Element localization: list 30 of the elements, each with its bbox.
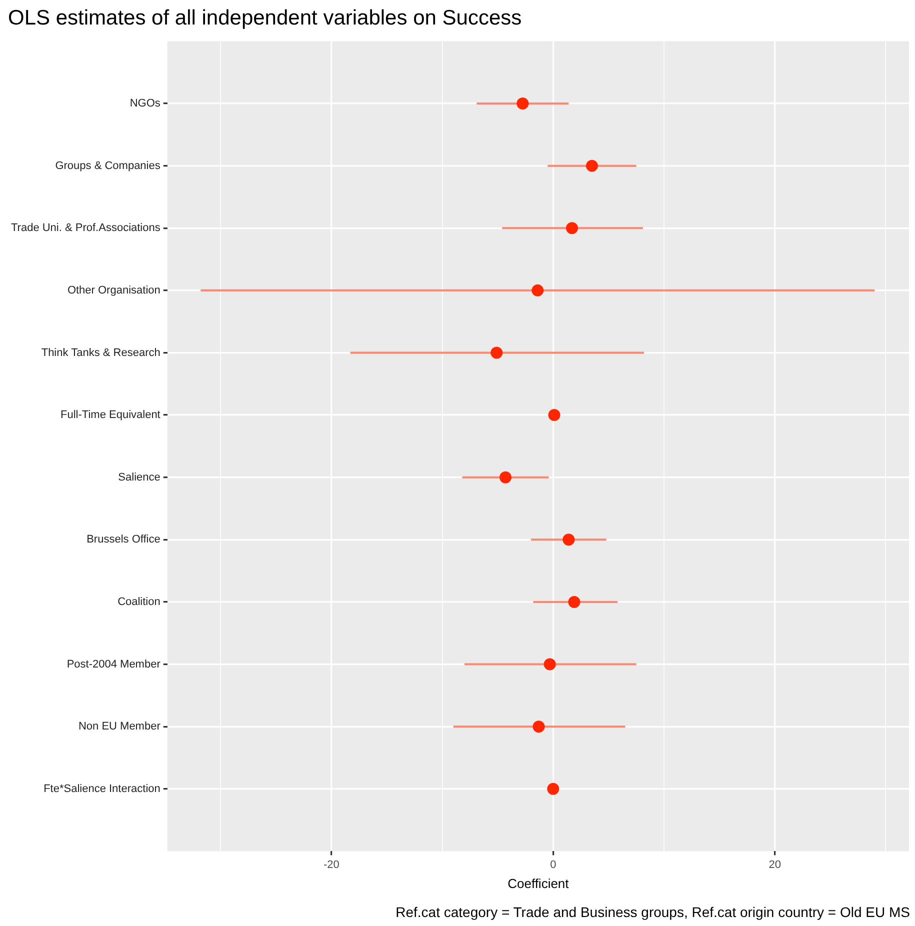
- y-tick-label: Post-2004 Member: [66, 658, 161, 670]
- y-tick-label: Fte*Salience Interaction: [44, 782, 160, 795]
- y-tick-label: Coalition: [118, 596, 160, 608]
- point: [566, 222, 578, 234]
- y-tick-label: Think Tanks & Research: [41, 346, 160, 359]
- point: [562, 534, 575, 546]
- point: [548, 409, 560, 422]
- point: [544, 658, 556, 670]
- point: [532, 720, 545, 733]
- x-axis-title: Coefficient: [508, 876, 570, 891]
- point: [568, 596, 580, 608]
- y-tick-label: Full-Time Equivalent: [60, 409, 160, 422]
- y-tick-label: Other Organisation: [67, 284, 160, 296]
- point: [586, 160, 598, 172]
- point: [499, 471, 512, 484]
- x-tick-label: 0: [550, 858, 556, 871]
- y-tick-label: Trade Uni. & Prof.Associations: [10, 222, 161, 234]
- x-tick-label: 20: [768, 858, 781, 871]
- x-tick-label: -20: [323, 858, 340, 871]
- y-tick-label: Groups & Companies: [55, 160, 161, 172]
- text: Ref.cat category = Trade and Business groups, Ref.cat origin country = Old EU MS: [396, 904, 910, 920]
- point: [547, 782, 560, 795]
- y-tick-label: NGOs: [130, 98, 161, 110]
- point: [516, 98, 529, 110]
- y-tick-label: Brussels Office: [86, 534, 160, 546]
- point: [490, 346, 503, 359]
- y-tick-label: Non EU Member: [78, 720, 161, 733]
- chart-title: OLS estimates of all independent variables on Success: [8, 6, 522, 30]
- y-tick-label: Salience: [118, 471, 160, 484]
- point: [532, 284, 544, 296]
